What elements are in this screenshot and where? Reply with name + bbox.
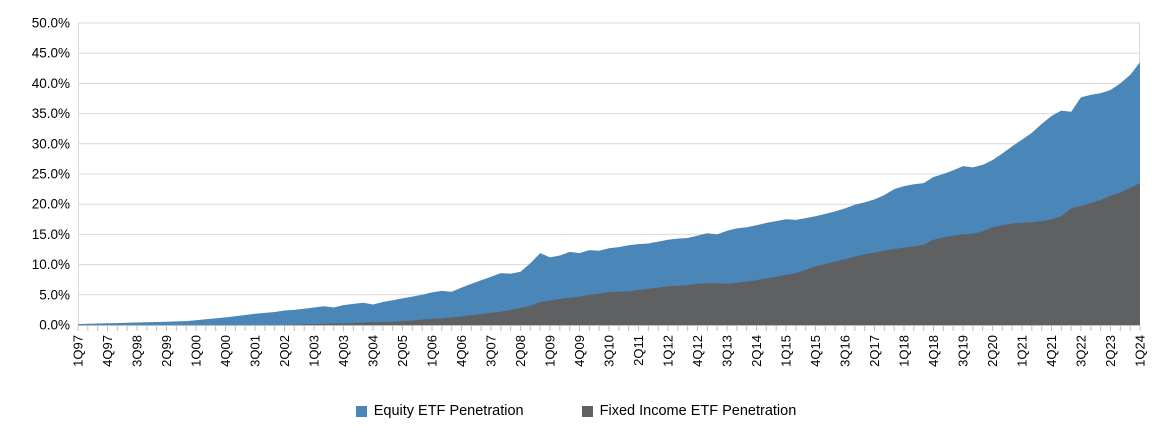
x-axis-label: 2Q17 bbox=[867, 335, 882, 367]
x-axis-label: 4Q00 bbox=[218, 335, 233, 367]
y-axis-label: 50.0% bbox=[32, 16, 70, 31]
x-axis-label: 1Q06 bbox=[425, 335, 440, 367]
x-axis-label: 4Q06 bbox=[454, 335, 469, 367]
x-axis-label: 3Q04 bbox=[366, 335, 381, 367]
y-axis-label: 0.0% bbox=[39, 318, 70, 333]
x-axis-label: 1Q00 bbox=[189, 335, 204, 367]
x-axis-label: 2Q11 bbox=[631, 335, 646, 366]
x-axis-label: 1Q12 bbox=[661, 335, 676, 367]
x-axis-label: 4Q15 bbox=[808, 335, 823, 367]
x-axis-label: 2Q99 bbox=[159, 335, 174, 367]
y-axis-label: 30.0% bbox=[32, 136, 70, 151]
x-axis-label: 1Q15 bbox=[779, 335, 794, 367]
x-axis-label: 3Q07 bbox=[484, 335, 499, 367]
x-axis-label: 2Q02 bbox=[277, 335, 292, 367]
x-axis-label: 3Q01 bbox=[248, 335, 263, 367]
fixed-income-area bbox=[78, 183, 1140, 325]
chart-legend: Equity ETF Penetration Fixed Income ETF … bbox=[0, 401, 1152, 421]
x-axis-label: 4Q03 bbox=[336, 335, 351, 367]
x-axis-label: 2Q20 bbox=[985, 335, 1000, 367]
equity-legend-label: Equity ETF Penetration bbox=[373, 403, 524, 419]
x-axis-label: 1Q24 bbox=[1133, 335, 1148, 367]
y-axis-label: 35.0% bbox=[32, 106, 70, 121]
fixed-income-legend-swatch bbox=[581, 405, 593, 417]
x-axis-label: 4Q18 bbox=[926, 335, 941, 367]
fixed-income-legend-label: Fixed Income ETF Penetration bbox=[599, 403, 797, 419]
x-axis-label: 2Q08 bbox=[513, 335, 528, 367]
y-axis-label: 15.0% bbox=[32, 227, 70, 242]
x-axis-label: 3Q19 bbox=[956, 335, 971, 367]
x-axis-label: 3Q13 bbox=[720, 335, 735, 367]
equity-legend-swatch bbox=[355, 405, 367, 417]
y-axis-label: 20.0% bbox=[32, 197, 70, 212]
x-axis-label: 1Q97 bbox=[71, 335, 86, 367]
legend-item-equity: Equity ETF Penetration bbox=[355, 401, 524, 421]
legend-item-fixed-income: Fixed Income ETF Penetration bbox=[581, 401, 797, 421]
x-axis-label: 2Q14 bbox=[749, 335, 764, 367]
x-axis-label: 4Q09 bbox=[572, 335, 587, 367]
y-axis-label: 40.0% bbox=[32, 76, 70, 91]
x-axis-label: 2Q05 bbox=[395, 335, 410, 367]
x-axis-label: 4Q21 bbox=[1044, 335, 1059, 367]
y-axis-label: 25.0% bbox=[32, 167, 70, 182]
y-axis-label: 45.0% bbox=[32, 46, 70, 61]
x-axis-label: 4Q97 bbox=[100, 335, 115, 367]
x-axis-label: 4Q12 bbox=[690, 335, 705, 367]
x-axis-label: 3Q98 bbox=[130, 335, 145, 367]
x-axis-label: 1Q18 bbox=[897, 335, 912, 367]
y-axis-label: 5.0% bbox=[39, 287, 70, 302]
x-axis-label: 3Q16 bbox=[838, 335, 853, 367]
x-axis-label: 2Q23 bbox=[1103, 335, 1118, 367]
x-axis-label: 3Q10 bbox=[602, 335, 617, 367]
y-axis-label: 10.0% bbox=[32, 257, 70, 272]
x-axis-label: 1Q03 bbox=[307, 335, 322, 367]
x-axis-label: 1Q09 bbox=[543, 335, 558, 367]
x-axis-label: 1Q21 bbox=[1015, 335, 1030, 367]
x-axis-label: 3Q22 bbox=[1074, 335, 1089, 367]
